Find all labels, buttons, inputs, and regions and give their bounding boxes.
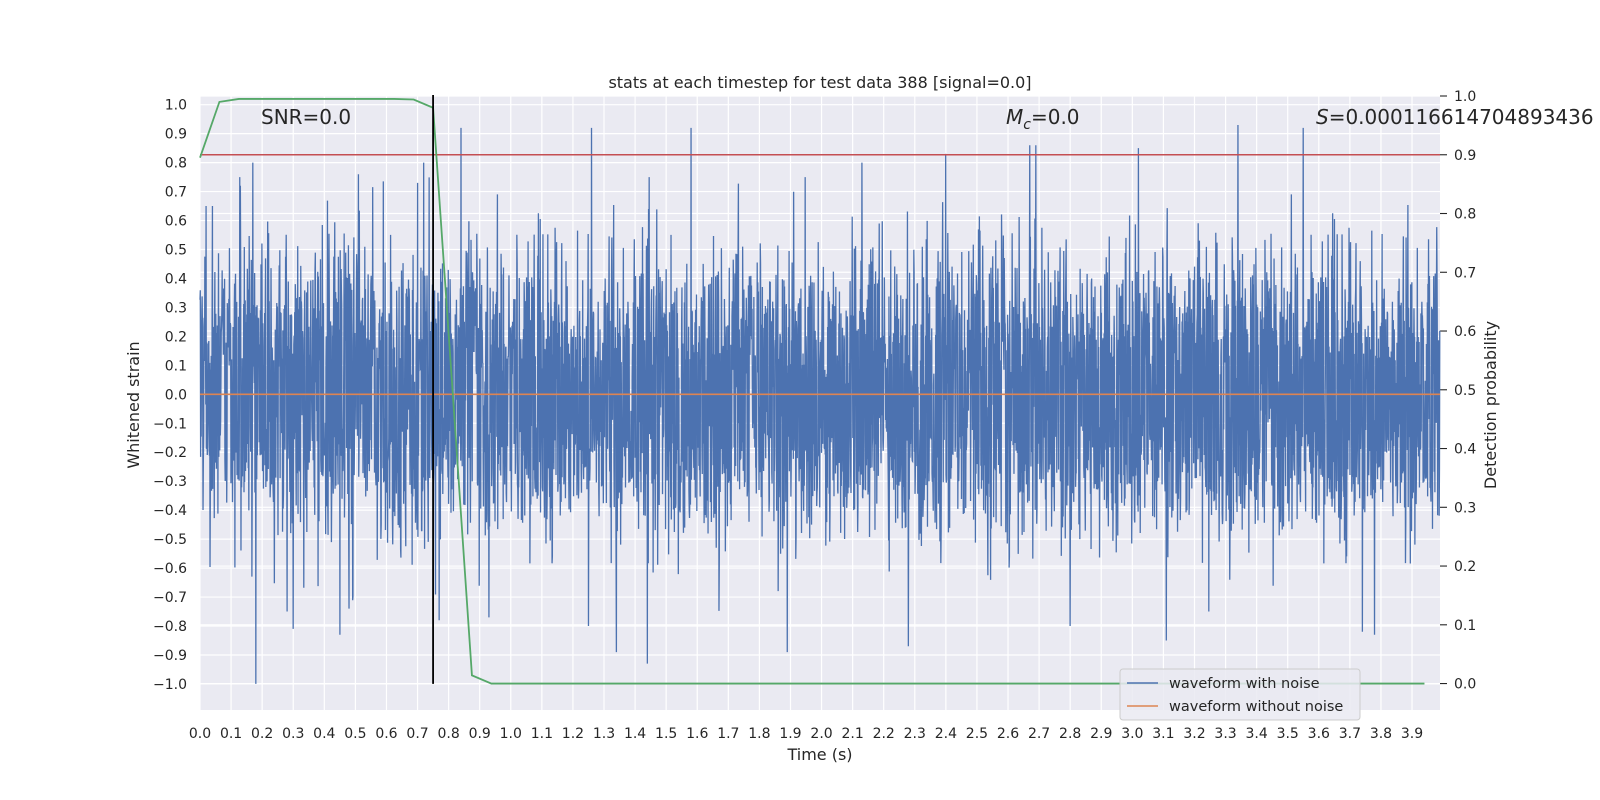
statistic-value: =0.00011661470489343​6 <box>1329 105 1594 129</box>
y-tick-label: 0.8 <box>165 156 187 172</box>
x-tick-label: 0.1 <box>220 726 242 742</box>
x-tick-label: 1.8 <box>748 726 770 742</box>
y-tick-label: −0.7 <box>153 590 187 606</box>
y2-tick-label: 0.3 <box>1454 500 1476 516</box>
grid-horizontal <box>200 104 1440 685</box>
x-tick-label: 0.4 <box>313 726 335 742</box>
statistic-annotation: S=0.00011661470489343​6 <box>1316 105 1594 129</box>
snr-annotation: SNR=0.0 <box>261 105 351 129</box>
x-tick-label: 1.9 <box>779 726 801 742</box>
statistic-symbol: S <box>1316 105 1329 129</box>
x-tick-label: 1.5 <box>655 726 677 742</box>
x-tick-label: 1.2 <box>562 726 584 742</box>
y-tick-label: 0.9 <box>165 127 187 143</box>
legend-label-noise: waveform with noise <box>1169 676 1320 692</box>
y-tick-label: 0.4 <box>165 271 187 287</box>
x-tick-label: 3.9 <box>1401 726 1423 742</box>
x-tick-label: 1.4 <box>624 726 646 742</box>
y2-tick-label: 0.8 <box>1454 207 1476 223</box>
y-tick-label: 0.3 <box>165 300 187 316</box>
x-tick-label: 0.9 <box>469 726 491 742</box>
x-tick-label: 0.6 <box>375 726 397 742</box>
y-tick-label: −0.8 <box>153 619 187 635</box>
series-waveform-with-noise <box>199 124 1441 684</box>
x-tick-label: 2.3 <box>904 726 926 742</box>
x-tick-label: 0.2 <box>251 726 273 742</box>
y-tick-label: −0.5 <box>153 532 187 548</box>
x-tick-label: 1.6 <box>686 726 708 742</box>
x-tick-label: 2.8 <box>1059 726 1081 742</box>
x-tick-label: 2.4 <box>935 726 957 742</box>
x-tick-label: 0.0 <box>189 726 211 742</box>
x-tick-label: 1.0 <box>500 726 522 742</box>
x-axis-label: Time (s) <box>786 745 852 764</box>
chirp-mass-subscript: c <box>1023 117 1031 133</box>
y2-axis-label: Detection probability <box>1481 321 1500 489</box>
x-tick-label: 1.7 <box>717 726 739 742</box>
y-tick-label: −0.4 <box>153 503 187 519</box>
y2-tick-label: 0.6 <box>1454 324 1476 340</box>
x-tick-label: 3.5 <box>1277 726 1299 742</box>
y-tick-label: 0.0 <box>165 387 187 403</box>
x-tick-label: 2.5 <box>966 726 988 742</box>
x-tick-label: 0.7 <box>406 726 428 742</box>
y2-tick-label: 1.0 <box>1454 89 1476 105</box>
x-tick-label: 0.3 <box>282 726 304 742</box>
legend: waveform with noise waveform without noi… <box>1119 668 1361 721</box>
x-tick-label: 2.7 <box>1028 726 1050 742</box>
x-tick-label: 3.7 <box>1339 726 1361 742</box>
x-tick-label: 3.3 <box>1214 726 1236 742</box>
y2-tick-label: 0.1 <box>1454 618 1476 634</box>
y-axis-label: Whitened strain <box>124 341 143 468</box>
chirp-mass-value: =0.0 <box>1031 105 1080 129</box>
x-tick-label: 2.0 <box>810 726 832 742</box>
x-tick-label: 0.5 <box>344 726 366 742</box>
x-tick-label: 1.1 <box>531 726 553 742</box>
x-tick-label: 0.8 <box>437 726 459 742</box>
y2-tick-label: 0.4 <box>1454 442 1476 458</box>
noise-trace <box>199 124 1441 684</box>
y-tick-label: −0.9 <box>153 648 187 664</box>
legend-box <box>1119 668 1361 721</box>
chart-title: stats at each timestep for test data 388… <box>608 73 1031 92</box>
y-tick-label: −0.6 <box>153 561 187 577</box>
x-tick-label: 2.9 <box>1090 726 1112 742</box>
y-tick-label: 0.7 <box>165 185 187 201</box>
y-tick-labels: 1.0 0.9 0.8 0.7 0.6 0.5 0.4 0.3 0.2 0.1 0.0 −0.1 −0.… <box>153 98 187 693</box>
x-tick-label: 3.0 <box>1121 726 1143 742</box>
y2-tick-label: 0.7 <box>1454 265 1476 281</box>
y-tick-label: −0.3 <box>153 474 187 490</box>
y-tick-label: −1.0 <box>153 677 187 693</box>
x-tick-labels: 0.0 0.1 0.2 0.3 0.4 0.5 0.6 0.7 0.8 0.9 1.0 1.1 1.2 1… <box>189 726 1423 742</box>
y-tick-label: −0.1 <box>153 416 187 432</box>
x-tick-label: 3.6 <box>1308 726 1330 742</box>
y-tick-label: 1.0 <box>165 98 187 114</box>
y-tick-label: 0.2 <box>165 329 187 345</box>
x-tick-label: 2.1 <box>841 726 863 742</box>
x-tick-label: 3.4 <box>1246 726 1268 742</box>
y2-tick-label: 0.2 <box>1454 559 1476 575</box>
legend-label-clean: waveform without noise <box>1169 699 1343 715</box>
y2-tick-label: 0.0 <box>1454 677 1476 693</box>
x-tick-label: 2.2 <box>873 726 895 742</box>
x-tick-label: 3.8 <box>1370 726 1392 742</box>
x-tick-label: 2.6 <box>997 726 1019 742</box>
y-tick-label: −0.2 <box>153 445 187 461</box>
y-tick-label: 0.6 <box>165 214 187 230</box>
y-tick-label: 0.1 <box>165 358 187 374</box>
x-tick-label: 1.3 <box>593 726 615 742</box>
x-tick-label: 3.2 <box>1183 726 1205 742</box>
chirp-mass-symbol: M <box>1006 105 1023 129</box>
y2-tick-labels: 1.0 0.9 0.8 0.7 0.6 0.5 0.4 0.3 0.2 0.1 0.0 <box>1454 89 1476 693</box>
chirp-mass-annotation: Mc=0.0 <box>1006 105 1080 133</box>
y2-tick-label: 0.9 <box>1454 148 1476 164</box>
y-tick-label: 0.5 <box>165 243 187 259</box>
x-tick-label: 3.1 <box>1152 726 1174 742</box>
y2-tick-label: 0.5 <box>1454 383 1476 399</box>
series-detection-probability <box>199 98 1425 685</box>
